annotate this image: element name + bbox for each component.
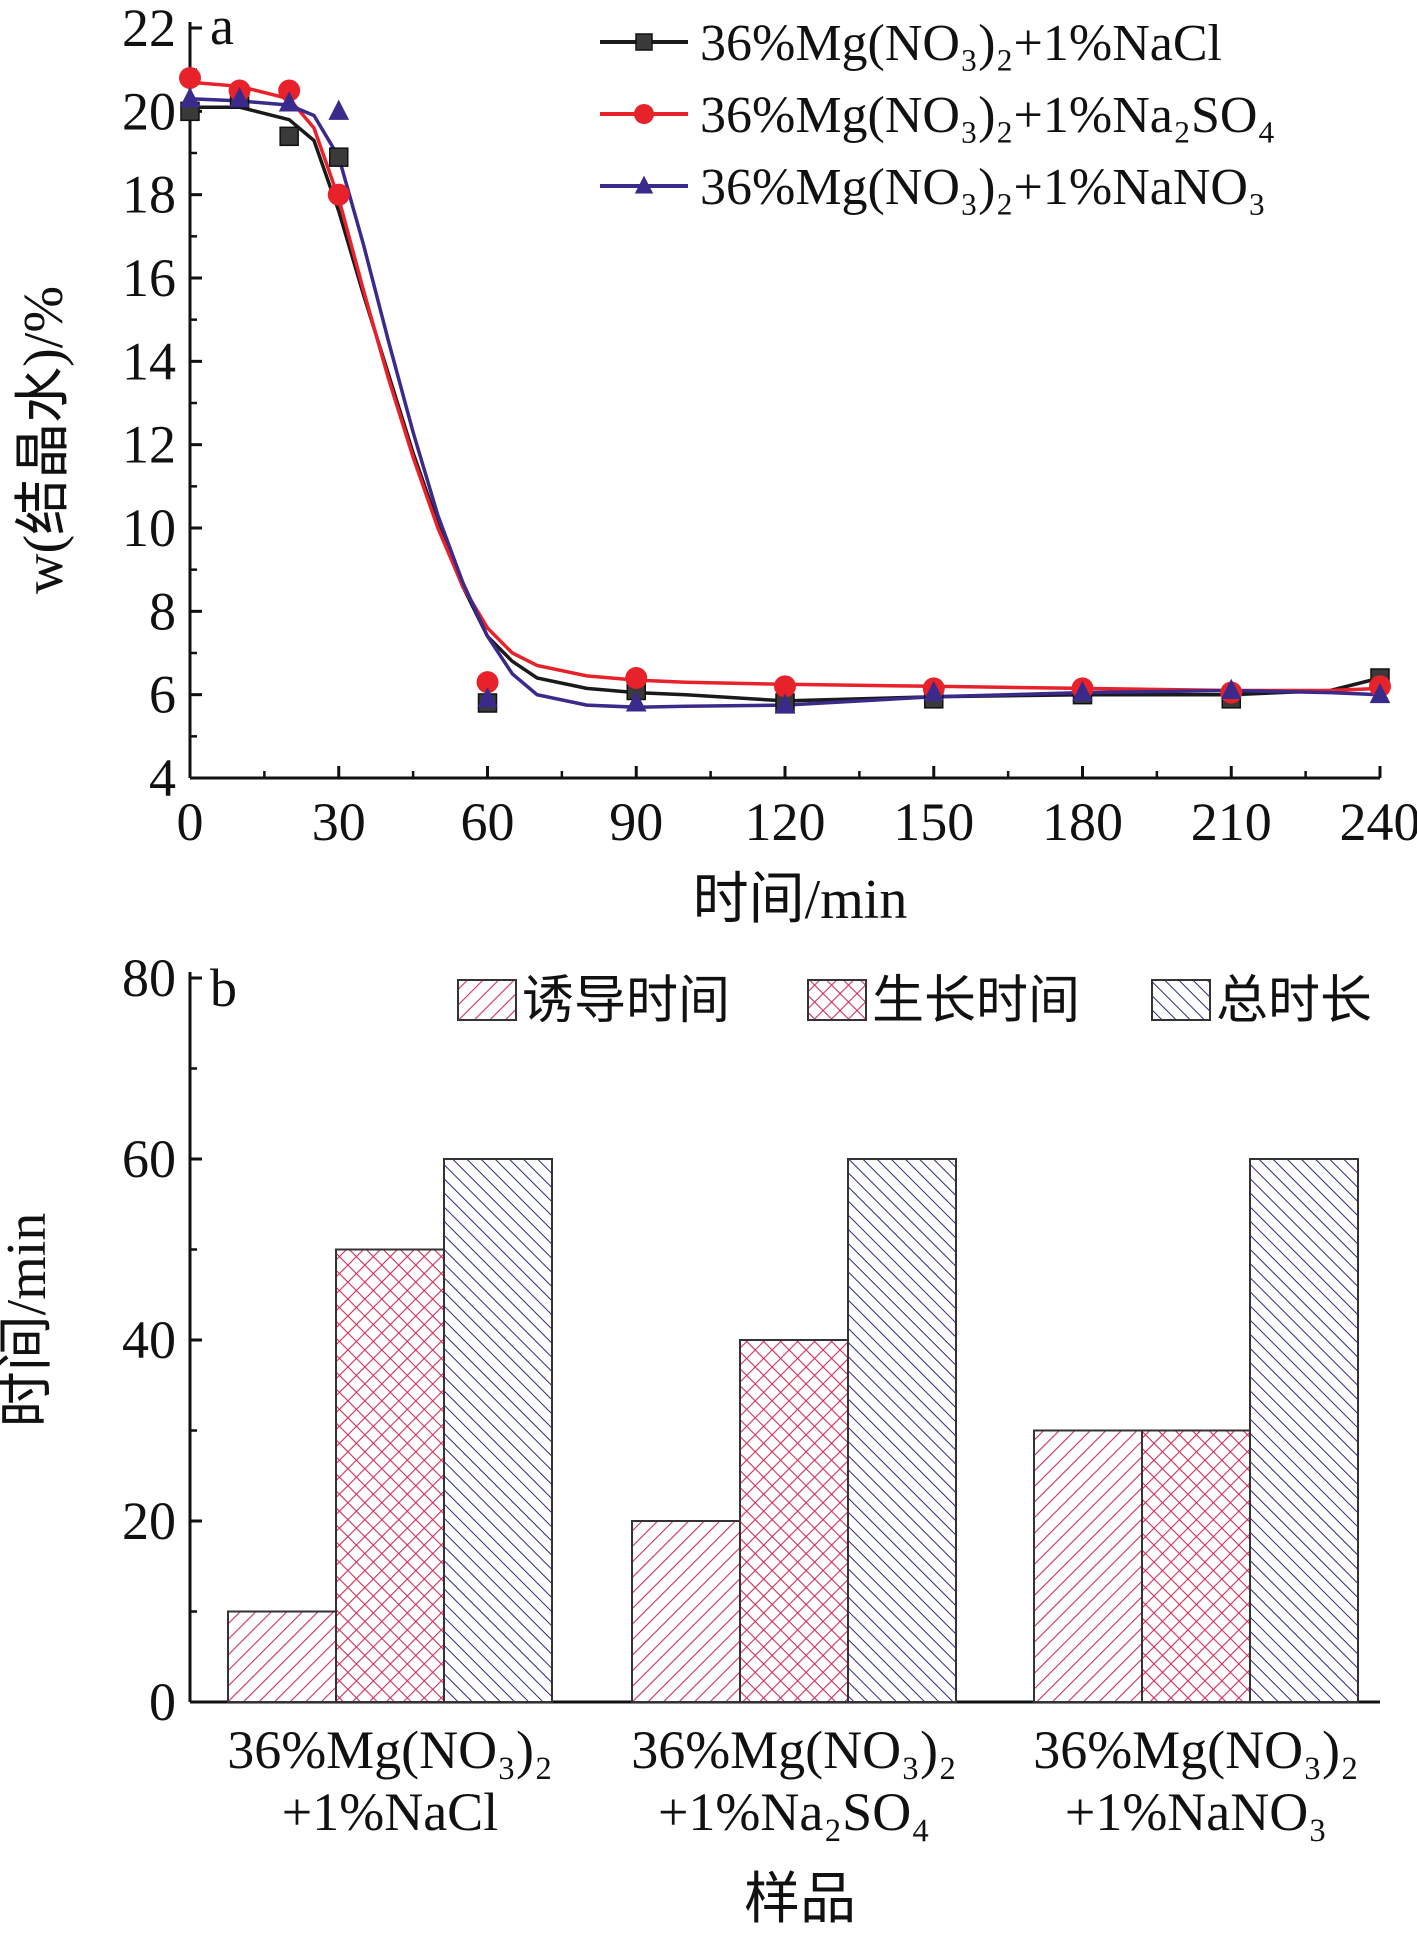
panel-a-x-tick-label: 210 (1191, 792, 1272, 852)
panel-a-legend: 36%Mg(NO₃)₂+1%NaCl 36%Mg(NO₃)₂+1%Na₂SO₄ 36… (600, 15, 1276, 216)
panel-b-bar-1-2 (335, 1248, 445, 1703)
panel-b-category-label-1: +1%NaCl (282, 1782, 498, 1842)
legend-marker-1 (635, 33, 653, 51)
panel-b-bar-3-1 (1033, 1429, 1143, 1703)
panel-b-category-label-1: 36%Mg(NO₃)₂ (227, 1720, 553, 1780)
legend-swatch-1 (457, 979, 517, 1021)
panel-b-bar-3-2 (1141, 1429, 1251, 1703)
panel-b-bar-chart: b 时间/min 样品 02040608036%Mg(NO₃)₂+1%NaCl3… (0, 948, 1380, 1931)
panel-a-x-tick-label: 240 (1340, 792, 1417, 852)
legend-label-3: 36%Mg(NO₃)₂+1%NaNO₃ (700, 159, 1266, 216)
panel-b-letter: b (210, 958, 237, 1018)
panel-b-axes: 02040608036%Mg(NO₃)₂+1%NaCl36%Mg(NO₃)₂+1… (122, 948, 1380, 1842)
panel-a-y-tick-label: 22 (122, 0, 176, 58)
panel-a-data-point-3 (229, 87, 250, 108)
panel-a-data-point-3 (774, 693, 796, 714)
panel-a-x-tick-label: 60 (461, 792, 515, 852)
panel-a-x-tick-label: 150 (893, 792, 974, 852)
panel-a-data-point-1 (279, 126, 299, 147)
panel-a-data-point-3 (278, 91, 300, 112)
panel-a-y-tick-label: 4 (149, 748, 176, 808)
panel-a-y-tick-label: 16 (122, 248, 176, 308)
panel-a-data-point-3 (1220, 678, 1242, 700)
panel-a-x-tick-label: 30 (312, 792, 366, 852)
panel-a-y-tick-label: 10 (122, 498, 176, 558)
panel-a-data-point-1 (329, 147, 349, 167)
panel-a-data-point-2 (179, 67, 201, 89)
panel-b-category-label-3: +1%NaNO₃ (1065, 1782, 1327, 1842)
panel-a-y-tick-label: 12 (122, 415, 176, 475)
panel-a-data-point-3 (477, 687, 498, 708)
legend-label-b-2: 生长时间 (872, 973, 1080, 1030)
legend-label-b-1: 诱导时间 (522, 973, 730, 1030)
panel-a-data-point-3 (1072, 680, 1093, 702)
panel-a-y-tick-label: 18 (122, 165, 176, 225)
legend-marker-3 (634, 175, 654, 194)
panel-b-bar-2-3 (847, 1158, 957, 1703)
panel-b-x-axis-label: 样品 (744, 1869, 856, 1931)
panel-b-legend: 诱导时间 生长时间 总时长 (457, 973, 1372, 1030)
legend-swatch-2 (807, 979, 867, 1021)
panel-a-line-chart: a w(结晶水)/% 时间/min 4 6 8 10 12 14 16 18 20 22 0 30 60… (13, 0, 1417, 931)
panel-b-y-tick-label: 60 (122, 1129, 176, 1189)
panel-a-data-point-2 (327, 183, 350, 206)
panel-a-data-point-3 (1369, 682, 1391, 704)
legend-label-1: 36%Mg(NO₃)₂+1%NaCl (700, 15, 1222, 72)
panel-a-y-tick-label: 8 (149, 581, 176, 641)
panel-a-letter: a (210, 0, 234, 56)
panel-a-series-line-2 (189, 80, 1381, 693)
panel-a-data-point-3 (328, 99, 350, 120)
panel-a-x-axis-label: 时间/min (693, 869, 908, 931)
legend-swatch-3 (1151, 979, 1211, 1021)
panel-b-plot-area (227, 1158, 1359, 1703)
panel-a-series-line-3 (189, 97, 1381, 709)
panel-a-data-point-2 (625, 667, 648, 689)
panel-a-y-tick-label: 14 (122, 331, 176, 391)
panel-b-category-label-2: +1%Na₂SO₄ (658, 1782, 930, 1842)
panel-a-axes: 4 6 8 10 12 14 16 18 20 22 0 30 60 90 120 150 180 210 240 (122, 0, 1417, 852)
panel-a-data-point-2 (774, 675, 796, 698)
panel-a-data-point-2 (476, 671, 499, 694)
panel-b-y-tick-label: 0 (149, 1672, 176, 1732)
panel-b-bar-1-1 (227, 1610, 337, 1703)
panel-a-x-tick-label: 180 (1042, 792, 1123, 852)
panel-a-data-point-3 (923, 680, 945, 702)
panel-b-bar-1-3 (443, 1158, 553, 1703)
panel-a-x-tick-label: 0 (177, 792, 204, 852)
panel-b-y-tick-label: 20 (122, 1491, 176, 1551)
panel-a-plot-area (179, 67, 1391, 714)
panel-a-y-tick-label: 20 (122, 81, 176, 141)
panel-b-bar-2-1 (631, 1520, 741, 1703)
panel-a-data-point-3 (179, 87, 201, 108)
panel-b-y-tick-label: 80 (122, 948, 176, 1008)
panel-b-category-label-2: 36%Mg(NO₃)₂ (631, 1720, 957, 1780)
legend-label-2: 36%Mg(NO₃)₂+1%Na₂SO₄ (700, 87, 1276, 144)
panel-b-category-label-3: 36%Mg(NO₃)₂ (1033, 1720, 1359, 1780)
panel-a-data-point-2 (278, 79, 301, 102)
panel-b-bar-3-3 (1249, 1158, 1359, 1703)
panel-b-bar-2-2 (739, 1339, 849, 1703)
panel-b-y-tick-label: 40 (122, 1310, 176, 1370)
panel-a-x-tick-label: 120 (745, 792, 826, 852)
panel-a-data-point-3 (625, 691, 647, 712)
panel-a-y-axis-label: w(结晶水)/% (13, 286, 75, 594)
legend-label-b-3: 总时长 (1216, 973, 1372, 1030)
panel-a-y-tick-label: 6 (149, 665, 176, 725)
panel-b-y-axis-label: 时间/min (0, 1213, 58, 1428)
legend-marker-2 (634, 104, 654, 124)
panel-a-x-tick-label: 90 (609, 792, 663, 852)
